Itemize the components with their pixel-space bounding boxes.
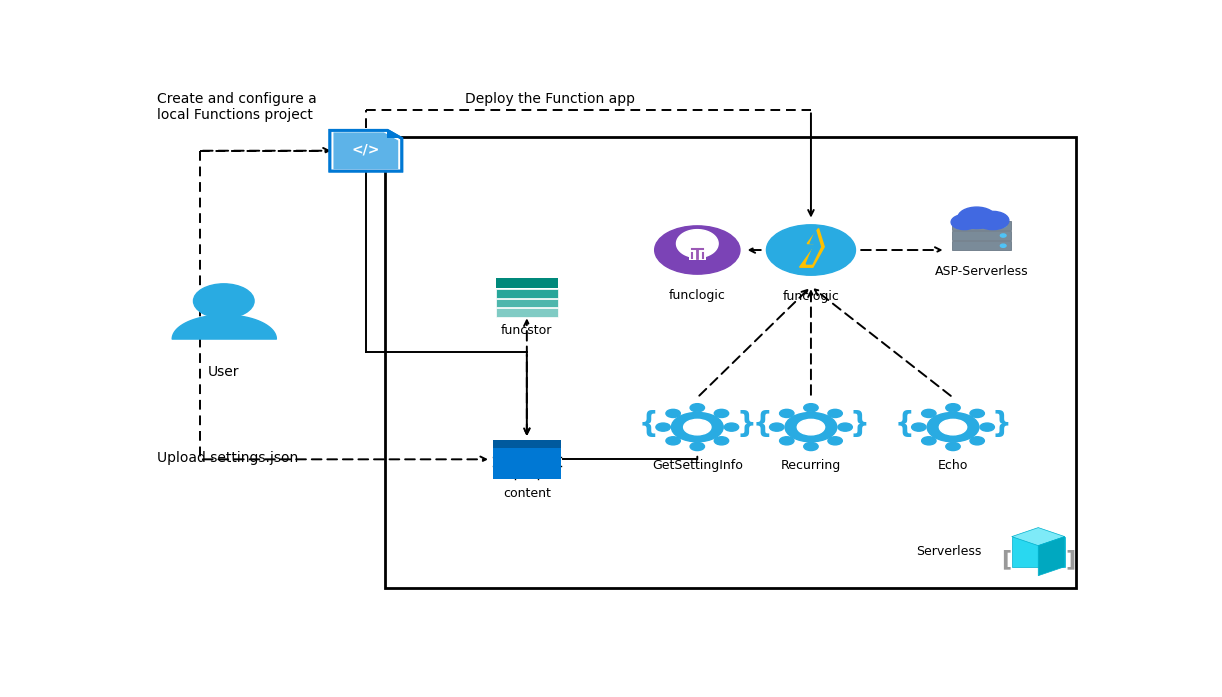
Circle shape xyxy=(715,437,728,445)
FancyBboxPatch shape xyxy=(385,137,1077,588)
Polygon shape xyxy=(799,229,824,267)
FancyBboxPatch shape xyxy=(689,253,706,260)
FancyBboxPatch shape xyxy=(1012,537,1064,567)
Circle shape xyxy=(655,226,739,274)
Circle shape xyxy=(943,422,963,433)
Circle shape xyxy=(666,409,681,418)
Circle shape xyxy=(193,284,254,318)
Circle shape xyxy=(683,420,711,435)
Circle shape xyxy=(946,404,960,412)
Circle shape xyxy=(770,423,785,431)
Circle shape xyxy=(666,437,681,445)
Polygon shape xyxy=(807,231,820,264)
FancyBboxPatch shape xyxy=(496,278,557,288)
Circle shape xyxy=(829,409,842,418)
Circle shape xyxy=(970,409,985,418)
Circle shape xyxy=(927,413,979,442)
Circle shape xyxy=(804,404,819,412)
Text: Create and configure a
local Functions project: Create and configure a local Functions p… xyxy=(158,92,318,122)
FancyBboxPatch shape xyxy=(952,231,1011,240)
Polygon shape xyxy=(334,132,398,169)
Circle shape xyxy=(838,423,852,431)
Circle shape xyxy=(970,437,985,445)
Circle shape xyxy=(715,409,728,418)
Circle shape xyxy=(1001,244,1006,247)
Text: Upload settings.json: Upload settings.json xyxy=(158,451,298,466)
Text: ]: ] xyxy=(1066,549,1075,569)
Circle shape xyxy=(780,409,794,418)
Circle shape xyxy=(690,443,705,450)
Text: ASP-Serverless: ASP-Serverless xyxy=(935,265,1028,278)
Circle shape xyxy=(980,423,995,431)
Text: }: } xyxy=(849,411,869,438)
Circle shape xyxy=(921,409,936,418)
Polygon shape xyxy=(1039,537,1064,576)
Circle shape xyxy=(976,211,1009,229)
Polygon shape xyxy=(330,130,402,171)
FancyBboxPatch shape xyxy=(952,221,1011,229)
FancyBboxPatch shape xyxy=(952,241,1011,250)
Circle shape xyxy=(921,437,936,445)
Text: content: content xyxy=(503,487,551,500)
Circle shape xyxy=(912,423,926,431)
Circle shape xyxy=(1001,224,1006,227)
Circle shape xyxy=(656,423,671,431)
Text: [: [ xyxy=(1001,549,1011,569)
Text: }: } xyxy=(992,411,1012,438)
Circle shape xyxy=(804,443,819,450)
Circle shape xyxy=(1001,234,1006,237)
FancyBboxPatch shape xyxy=(496,308,557,317)
Text: {: { xyxy=(895,411,914,438)
Text: Deploy the Function app: Deploy the Function app xyxy=(466,92,635,106)
Text: funcstor: funcstor xyxy=(501,324,552,337)
Circle shape xyxy=(785,413,837,442)
Polygon shape xyxy=(387,130,402,139)
Text: User: User xyxy=(208,365,240,379)
Circle shape xyxy=(951,215,978,229)
Polygon shape xyxy=(1012,528,1064,546)
Circle shape xyxy=(940,420,967,435)
Text: GetSettingInfo: GetSettingInfo xyxy=(651,459,743,473)
Circle shape xyxy=(725,423,738,431)
FancyBboxPatch shape xyxy=(496,289,557,298)
Circle shape xyxy=(800,422,821,433)
Text: Echo: Echo xyxy=(937,459,968,473)
Circle shape xyxy=(829,437,842,445)
Text: Serverless: Serverless xyxy=(916,545,981,558)
Circle shape xyxy=(780,437,794,445)
Text: Recurring: Recurring xyxy=(781,459,841,473)
Circle shape xyxy=(958,207,996,229)
FancyBboxPatch shape xyxy=(492,440,561,479)
Text: {: { xyxy=(639,411,659,438)
Text: funclogic: funclogic xyxy=(782,290,840,303)
FancyBboxPatch shape xyxy=(496,298,557,307)
Text: {: { xyxy=(753,411,772,438)
Text: funclogic: funclogic xyxy=(668,289,726,302)
Polygon shape xyxy=(677,229,719,257)
Circle shape xyxy=(687,422,708,433)
FancyBboxPatch shape xyxy=(492,440,561,447)
Text: }: } xyxy=(736,411,755,438)
Circle shape xyxy=(797,420,825,435)
Text: </>: </> xyxy=(352,143,380,157)
Circle shape xyxy=(946,443,960,450)
Circle shape xyxy=(766,225,855,275)
Circle shape xyxy=(671,413,723,442)
Circle shape xyxy=(690,404,705,412)
